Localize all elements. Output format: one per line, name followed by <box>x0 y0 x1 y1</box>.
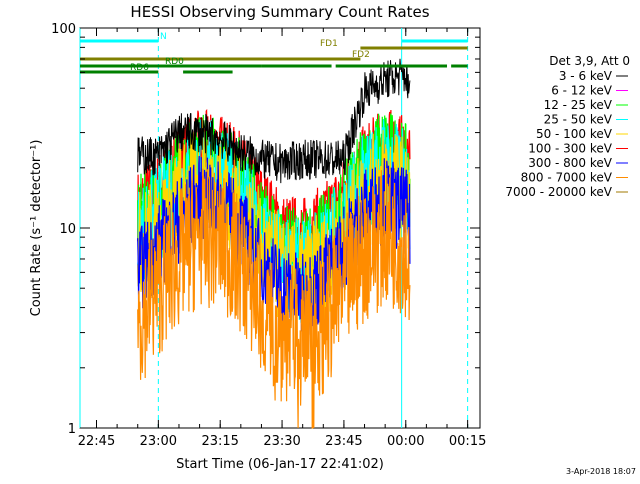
chart-title: HESSI Observing Summary Count Rates <box>130 3 429 21</box>
legend-label-3: 25 - 50 keV <box>544 113 613 127</box>
series-800-7000-kev <box>137 168 411 429</box>
x-tick-label-3: 23:30 <box>263 434 300 449</box>
legend-label-6: 300 - 800 keV <box>528 156 612 170</box>
flag-label-fd1: FD1 <box>320 39 338 49</box>
y-tick-label-1: 10 <box>59 222 76 237</box>
legend-label-2: 12 - 25 keV <box>544 98 613 112</box>
y-tick-label-2: 100 <box>51 22 76 37</box>
axes: 22:45 23:00 23:15 23:30 23:45 00:00 00:15 1 10 10… <box>51 22 486 449</box>
x-tick-label-0: 22:45 <box>78 434 115 449</box>
timestamp: 3-Apr-2018 18:07 <box>566 467 636 476</box>
x-tick-label-1: 23:00 <box>140 434 177 449</box>
legend-label-1: 6 - 12 keV <box>551 84 613 98</box>
flag-label-rd0: RD0 <box>165 57 184 67</box>
flag-label-n: N <box>160 32 167 42</box>
flag-label-fd2: FD2 <box>352 50 370 60</box>
x-tick-label-4: 23:45 <box>325 434 362 449</box>
y-tick-label-0: 1 <box>68 422 76 437</box>
y-axis-label: Count Rate (s⁻¹ detector⁻¹) <box>29 140 44 317</box>
x-tick-label-2: 23:15 <box>201 434 238 449</box>
legend-label-8: 7000 - 20000 keV <box>505 185 612 199</box>
legend-label-7: 800 - 7000 keV <box>521 171 613 185</box>
data-series <box>137 58 411 429</box>
flag-label-rd6: RD6 <box>130 63 149 73</box>
legend-header: Det 3,9, Att 0 <box>549 54 630 68</box>
legend-label-5: 100 - 300 keV <box>528 142 612 156</box>
legend-label-0: 3 - 6 keV <box>559 69 613 83</box>
x-tick-label-5: 00:00 <box>387 434 424 449</box>
observing-flags: N FD1 FD2 RD0 RD6 <box>80 32 468 74</box>
x-axis-label: Start Time (06-Jan-17 22:41:02) <box>176 457 384 472</box>
legend-label-4: 50 - 100 keV <box>536 127 613 141</box>
x-tick-label-6: 00:15 <box>449 434 486 449</box>
series-3-6-kev <box>137 58 411 184</box>
